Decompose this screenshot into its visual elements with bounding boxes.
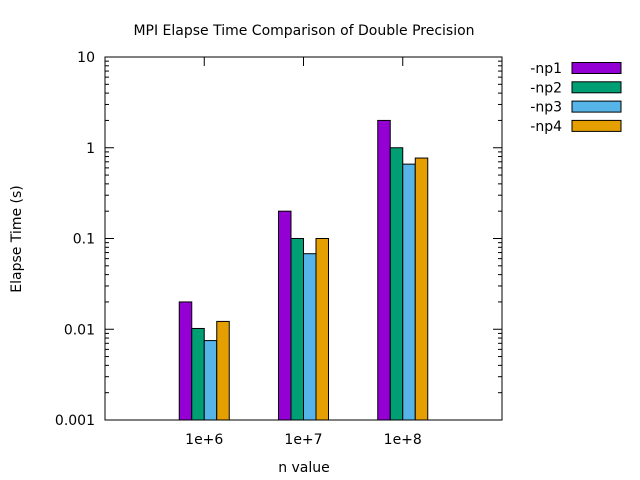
legend-label: -np4 (530, 119, 562, 135)
legend-swatch (571, 62, 622, 74)
chart-title: MPI Elapse Time Comparison of Double Pre… (133, 23, 474, 39)
legend-label: -np2 (530, 80, 562, 96)
y-tick-label: 0.001 (55, 413, 95, 429)
bar-np4-1e+6 (216, 320, 230, 421)
legend-swatch (571, 119, 622, 132)
bar-np3-1e+6 (203, 340, 218, 421)
bar-np3-1e+7 (303, 253, 317, 421)
bar-np4-1e+8 (414, 157, 429, 421)
bar-np3-1e+8 (402, 163, 416, 421)
legend-label: -np3 (530, 100, 562, 116)
x-axis-ticks: 1e+6 1e+7 1e+8 (185, 57, 422, 448)
legend-label: -np1 (530, 61, 562, 77)
bar-np2-1e+6 (191, 327, 205, 421)
legend-swatch (571, 100, 622, 113)
y-tick-label: 10 (77, 50, 95, 66)
y-axis-label: Elapse Time (s) (9, 185, 25, 293)
bar-np2-1e+8 (389, 147, 404, 421)
y-axis-ticks: 0.001 0.01 0.1 1 10 (55, 50, 502, 429)
x-tick-label: 1e+8 (384, 432, 422, 448)
x-tick-label: 1e+6 (185, 432, 223, 448)
bar-np1-1e+6 (178, 301, 193, 421)
bar-np2-1e+7 (290, 238, 304, 421)
y-tick-label: 1 (86, 141, 95, 157)
bar-np1-1e+8 (377, 119, 391, 421)
bar-np4-1e+7 (315, 238, 329, 421)
bar-np1-1e+7 (278, 210, 292, 421)
legend: -np1 -np2 -np3 -np4 (530, 61, 622, 135)
x-tick-label: 1e+7 (284, 432, 322, 448)
legend-swatch (571, 81, 622, 94)
y-tick-label: 0.01 (64, 322, 95, 338)
y-tick-label: 0.1 (73, 232, 95, 248)
x-axis-label: n value (278, 460, 330, 476)
bars-group (178, 119, 429, 421)
